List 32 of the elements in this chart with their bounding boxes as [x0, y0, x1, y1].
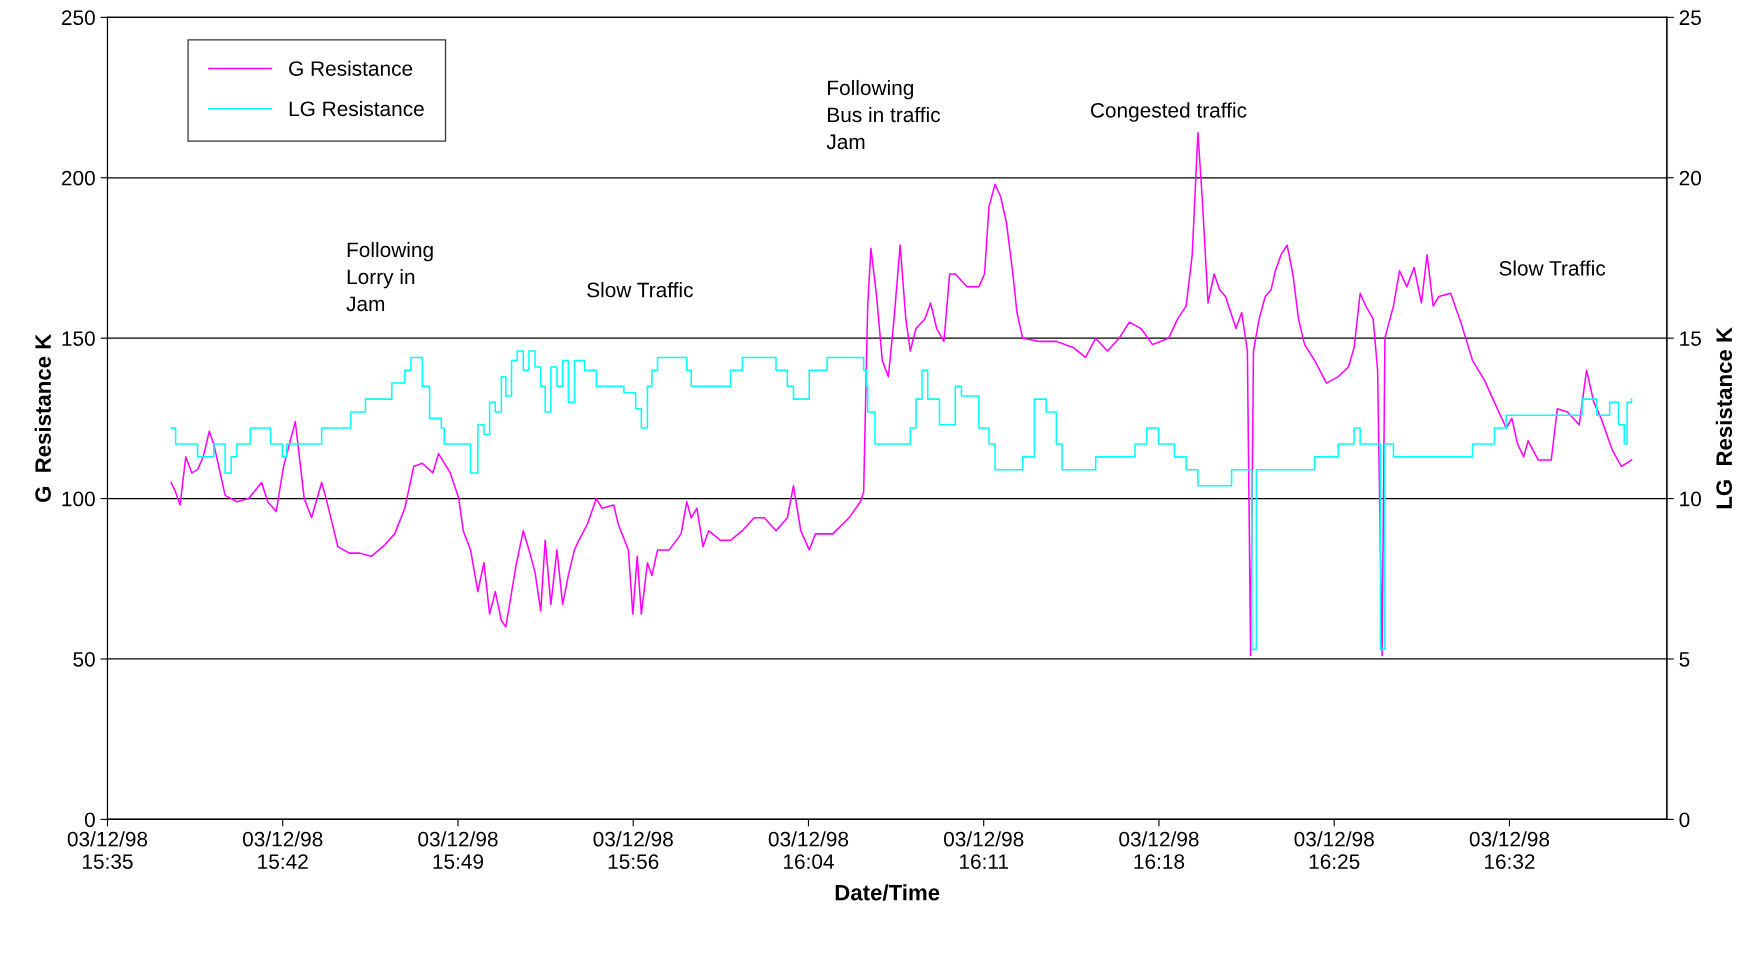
y2-tick-label: 25: [1679, 10, 1701, 26]
x-tick-label: 03/12/98 15:42: [243, 831, 323, 869]
annotation: Following Lorry in Jam: [346, 241, 433, 312]
legend-label: LG Resistance: [289, 100, 424, 117]
annotation: Slow Traffic: [587, 282, 693, 298]
x-tick-label: 03/12/98 15:35: [67, 831, 148, 869]
y2-tick-label: 10: [1680, 491, 1702, 507]
legend-label: G Resistance: [289, 60, 413, 76]
annotation: Congested traffic: [1090, 102, 1247, 122]
y2-axis-title: LG Resistance K: [1715, 327, 1733, 509]
y2-tick-label: 0: [1679, 812, 1690, 828]
x-tick-label: 03/12/98 15:49: [418, 831, 498, 869]
x-tick-label: 03/12/98 16:32: [1469, 831, 1550, 869]
y-tick-label: 250: [61, 10, 95, 26]
y-tick-label: 50: [73, 651, 95, 667]
x-tick-label: 03/12/98 16:18: [1119, 831, 1199, 869]
y-tick-label: 200: [61, 170, 95, 186]
y2-tick-label: 20: [1679, 170, 1702, 186]
x-tick-label: 03/12/98 16:25: [1294, 831, 1374, 869]
y2-tick-label: 5: [1679, 652, 1690, 667]
x-tick-label: 03/12/98 16:04: [768, 831, 849, 869]
annotation: Slow Traffic: [1499, 260, 1606, 276]
x-axis-title: Date/Time: [835, 884, 940, 901]
y-tick-label: 150: [62, 331, 95, 346]
y-axis-title: G Resistance K: [34, 333, 51, 503]
x-tick-label: 03/12/98 15:56: [593, 831, 673, 869]
line-series: [170, 132, 1633, 657]
y-tick-label: 100: [62, 491, 95, 507]
annotation: Following Bus in traffic Jam: [826, 79, 941, 150]
x-tick-label: 03/12/98 16:11: [943, 831, 1024, 869]
y2-tick-label: 15: [1680, 331, 1701, 346]
y-tick-label: 0: [84, 812, 95, 828]
